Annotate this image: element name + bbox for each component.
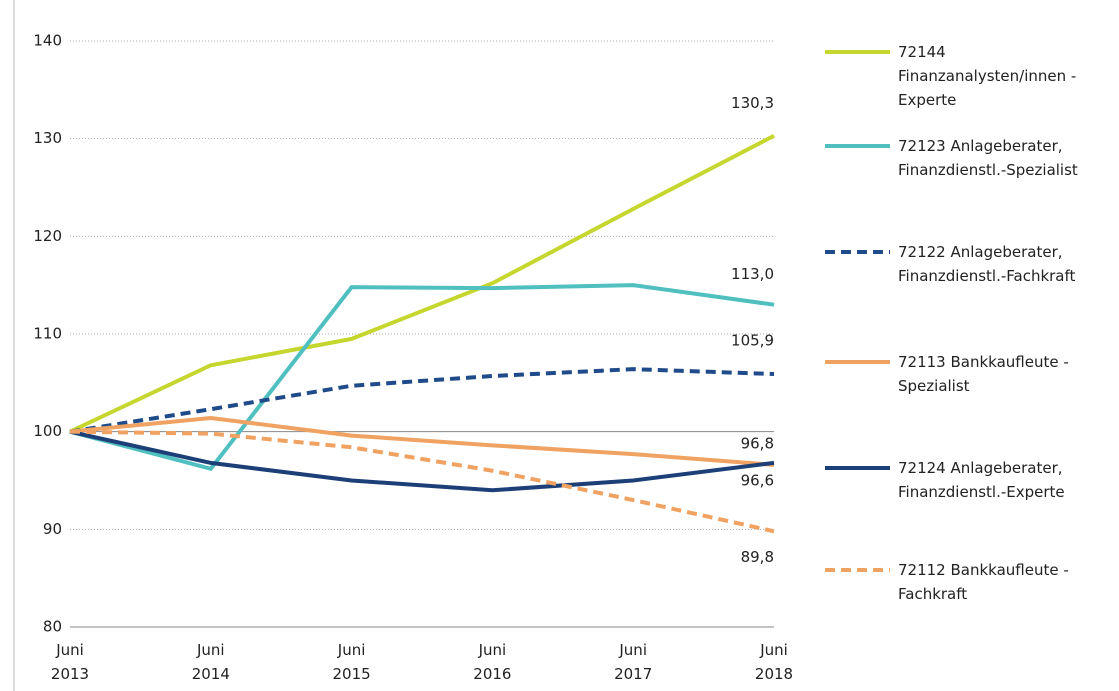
x-tick-label: Juni 2013 — [50, 641, 90, 683]
series-line — [69, 367, 775, 434]
series-line — [69, 429, 775, 534]
x-tick-label: Juni 2017 — [614, 641, 653, 683]
x-tick-label: Juni 2018 — [754, 641, 794, 683]
x-tick-label: Juni 2016 — [473, 641, 512, 683]
y-tick-label: 120 — [33, 227, 62, 245]
data-label: 113,0 — [731, 265, 774, 283]
x-tick-label: Juni 2015 — [332, 641, 371, 683]
series-line — [69, 415, 775, 467]
y-tick-label: 80 — [43, 618, 62, 636]
series-line — [69, 283, 775, 472]
legend-entry: 72124 Anlageberater, Finanzdienstl.-Expe… — [898, 459, 1065, 501]
y-tick-label: 90 — [43, 520, 62, 538]
legend-entry: 72122 Anlageberater, Finanzdienstl.-Fach… — [898, 243, 1076, 285]
data-label: 96,8 — [741, 434, 774, 452]
legend-entry: 72113 Bankkaufleute - Spezialist — [898, 353, 1069, 395]
data-label: 89,8 — [741, 548, 774, 566]
y-tick-label: 100 — [33, 422, 62, 440]
y-tick-label: 110 — [33, 325, 62, 343]
legend-entry: 72112 Bankkaufleute - Fachkraft — [898, 561, 1069, 603]
x-tick-label: Juni 2014 — [191, 641, 230, 683]
series-line — [69, 133, 775, 434]
data-label: 130,3 — [731, 94, 774, 112]
legend-entry: 72123 Anlageberater, Finanzdienstl.-Spez… — [898, 137, 1078, 179]
y-tick-label: 140 — [33, 32, 62, 50]
series-line — [69, 429, 775, 493]
data-label: 96,6 — [741, 471, 774, 489]
legend-entry: 72144 Finanzanalysten/innen - Experte — [898, 43, 1077, 109]
data-label: 105,9 — [731, 332, 774, 350]
y-tick-label: 130 — [33, 129, 62, 147]
